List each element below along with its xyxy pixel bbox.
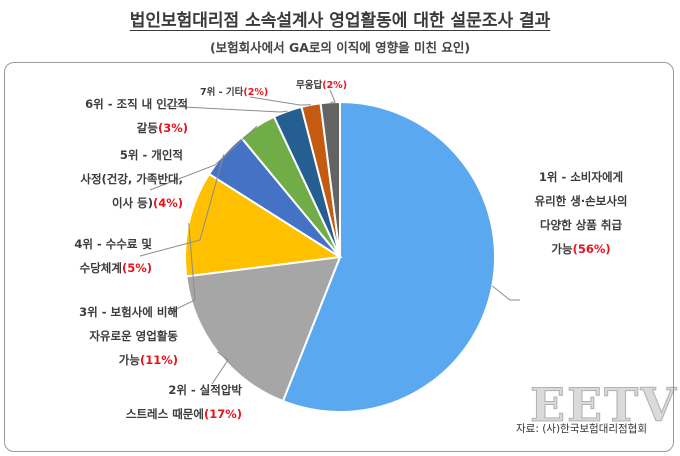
slice-label-line: 스트레스 때문에 xyxy=(125,407,204,421)
slice-label-line: 자유로운 영업활동 xyxy=(89,329,178,343)
slice-label-line: 1위 - 소비자에게 xyxy=(538,170,624,184)
pie-slice-1 xyxy=(281,100,496,413)
slice-label-line: 무응답 xyxy=(296,80,323,91)
slice-label-line: 7위 - 기타 xyxy=(200,87,244,98)
leader-line-8 xyxy=(329,89,336,103)
chart-title: 법인보험대리점 소속설계사 영업활동에 대한 설문조사 결과 xyxy=(129,11,551,31)
slice-label-line: 수당체계 xyxy=(79,261,122,275)
slice-label-line: 5위 - 개인적 xyxy=(119,148,183,162)
leader-line-4 xyxy=(139,154,225,257)
slice-label-line: 4위 - 수수료 및 xyxy=(74,237,152,251)
chart-subtitle: (보험회사에서 GA로의 이직에 영향을 미친 요인) xyxy=(209,40,471,55)
slice-label-8: 무응답(2%) xyxy=(296,79,366,93)
leader-line-6 xyxy=(164,105,288,113)
pie-slice-8 xyxy=(319,100,341,258)
eetv-watermark: EETV xyxy=(529,378,679,433)
chart-frame xyxy=(4,62,674,452)
slice-label-line: 3위 - 보험사에 비해 xyxy=(79,305,178,319)
slice-percent: (4%) xyxy=(152,196,183,210)
slice-percent: (3%) xyxy=(157,121,188,135)
slice-percent: (5%) xyxy=(121,261,152,275)
leader-line-3 xyxy=(167,223,196,314)
slice-label-line: 다양한 상품 취급 xyxy=(539,218,623,232)
slice-label-line: 6위 - 조직 내 인간적 xyxy=(85,97,188,111)
leader-line-5 xyxy=(149,125,258,191)
slice-percent: (2%) xyxy=(243,87,269,98)
leader-line-1 xyxy=(491,285,520,301)
slice-label-7: 7위 - 기타(2%) xyxy=(200,86,290,100)
slice-label-line: 가능 xyxy=(551,242,573,256)
source-note: 자료: (사)한국보험대리점협회 xyxy=(516,423,647,435)
slice-percent: (56%) xyxy=(572,242,611,256)
slice-label-line: 2위 - 실적압박 xyxy=(168,383,242,397)
leader-line-2 xyxy=(211,351,229,385)
slice-percent: (11%) xyxy=(139,353,178,367)
slice-label-line: 갈등 xyxy=(136,121,158,135)
slice-percent: (2%) xyxy=(322,80,348,91)
slice-label-line: 사정(건강, 가족반대, xyxy=(80,172,183,186)
slice-label-line: 유리한 생·손보사의 xyxy=(534,194,628,208)
slice-label-line: 가능 xyxy=(118,353,140,367)
slice-percent: (17%) xyxy=(203,407,242,421)
slice-label-line: 이사 등) xyxy=(111,196,153,210)
leader-line-7 xyxy=(249,96,311,106)
